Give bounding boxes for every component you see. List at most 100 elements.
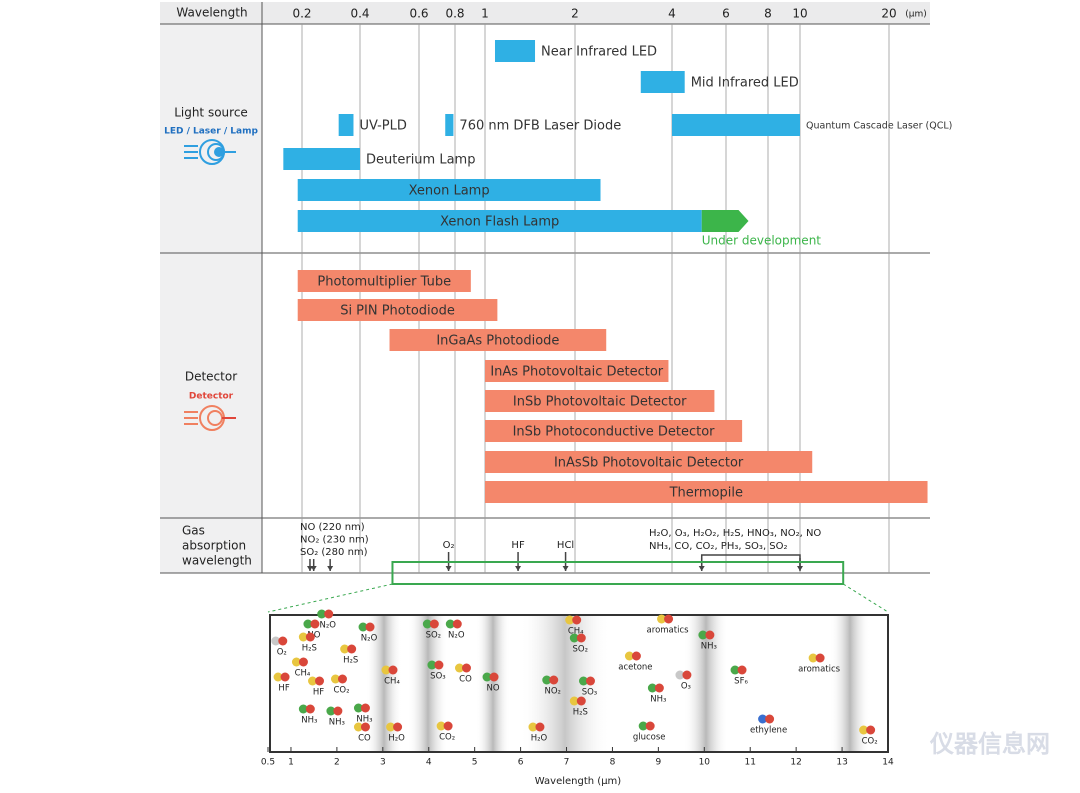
molecule-atom	[271, 636, 281, 646]
molecule-label: HF	[313, 688, 324, 698]
tick-label: 0.5	[261, 758, 275, 768]
molecule-atom	[427, 660, 437, 670]
bar-label: InAsSb Photovoltaic Detector	[554, 456, 744, 471]
zoom-box	[391, 561, 845, 585]
molecule-atom	[353, 722, 363, 732]
molecule-label: NO	[487, 684, 500, 694]
tick-label: 10	[792, 7, 807, 21]
molecule-atom	[445, 619, 455, 629]
molecule-atom	[308, 676, 318, 686]
molecule-atom	[298, 704, 308, 714]
molecule-atom	[569, 633, 579, 643]
light-icon	[184, 139, 236, 165]
molecule-atom	[535, 722, 545, 732]
gas-label: SO₂ (280 nm)	[300, 547, 368, 558]
molecule-label: SF₆	[734, 677, 748, 687]
molecule-label: N₂O	[361, 634, 378, 644]
range-bar	[485, 451, 813, 473]
range-bar	[494, 40, 536, 62]
molecule-atom	[347, 644, 357, 654]
watermark: 仪器信息网	[929, 730, 1050, 758]
molecule-atom	[434, 660, 444, 670]
molecule-label: SO₂	[573, 645, 589, 655]
molecule-atom	[859, 725, 869, 735]
tick-label: 0.6	[409, 7, 428, 21]
header-label: Wavelength	[176, 6, 247, 20]
gas-label: H₂O, O₃, H₂O₂, H₂S, HNO₃, NO₂, NO	[649, 528, 821, 539]
tick-label: 7	[564, 758, 570, 768]
range-bar	[640, 71, 685, 93]
molecule-label: NH₃	[701, 642, 717, 652]
molecule-atom	[365, 622, 375, 632]
tick-label: 2	[571, 7, 579, 21]
molecule-atom	[291, 657, 301, 667]
gas-label: NO₂ (230 nm)	[300, 535, 369, 546]
tick-label: 0.2	[292, 7, 311, 21]
molecule-label: SO₃	[430, 672, 446, 682]
section-title: absorption	[182, 539, 246, 553]
tick-label: 8	[764, 7, 772, 21]
molecule-atom	[310, 619, 320, 629]
molecule-label: CO	[459, 675, 472, 685]
bar-label: InSb Photovoltaic Detector	[513, 395, 687, 410]
bar-label: Near Infrared LED	[541, 45, 657, 60]
bar-label: Deuterium Lamp	[366, 153, 475, 168]
molecule-atom	[565, 615, 575, 625]
section-title: wavelength	[182, 554, 252, 568]
range-bar	[485, 481, 928, 503]
molecule-label: N₂O	[448, 631, 465, 641]
molecule-atom	[443, 721, 453, 731]
tick-label: 10	[699, 758, 711, 768]
tick-label: 2	[334, 758, 340, 768]
molecule-atom	[624, 651, 634, 661]
bar-label: Mid Infrared LED	[691, 76, 799, 91]
molecule-atom	[324, 609, 334, 619]
section-title: Gas	[182, 524, 205, 538]
molecule-atom	[317, 609, 327, 619]
molecule-atom	[381, 665, 391, 675]
molecule-atom	[542, 675, 552, 685]
molecule-atom	[353, 703, 363, 713]
arrowhead	[698, 566, 705, 571]
molecule-atom	[393, 722, 403, 732]
section-subtitle: Detector	[189, 392, 234, 402]
bar-label: Xenon Flash Lamp	[440, 215, 559, 230]
molecule-atom	[298, 632, 308, 642]
tick-label: 13	[836, 758, 847, 768]
tick-label: 1	[481, 7, 489, 21]
molecule-label: NH₃	[356, 715, 372, 725]
bar-label: InGaAs Photodiode	[436, 334, 559, 349]
molecule-label: CO₂	[439, 733, 455, 743]
molecule-atom	[549, 675, 559, 685]
dev-arrow	[701, 210, 749, 232]
molecule-label: NH₃	[329, 718, 345, 728]
molecule-atom	[808, 653, 818, 663]
molecule-label: acetone	[618, 663, 652, 673]
molecule-label: H₂O	[388, 734, 405, 744]
molecule-atom	[436, 721, 446, 731]
bar-label: Thermopile	[669, 486, 743, 501]
detector-icon	[184, 405, 236, 431]
axis-title: Wavelength (μm)	[535, 776, 622, 787]
zoom-line	[842, 583, 889, 613]
molecule-label: N₂O	[319, 621, 336, 631]
bar-label: UV-PLD	[359, 119, 406, 134]
unit: (μm)	[905, 10, 927, 20]
arrowhead	[515, 566, 522, 571]
molecule-atom	[675, 670, 685, 680]
molecule-atom	[298, 657, 308, 667]
molecule-atom	[388, 665, 398, 675]
tick-label: 5	[472, 758, 478, 768]
molecule-atom	[585, 676, 595, 686]
molecule-atom	[303, 619, 313, 629]
range-bar	[445, 114, 454, 136]
molecule-atom	[360, 703, 370, 713]
gas-label: O₂	[443, 540, 455, 551]
molecule-atom	[645, 721, 655, 731]
inset-bands	[366, 616, 870, 751]
molecule-label: CO₂	[333, 686, 349, 696]
tick-label: 4	[426, 758, 432, 768]
